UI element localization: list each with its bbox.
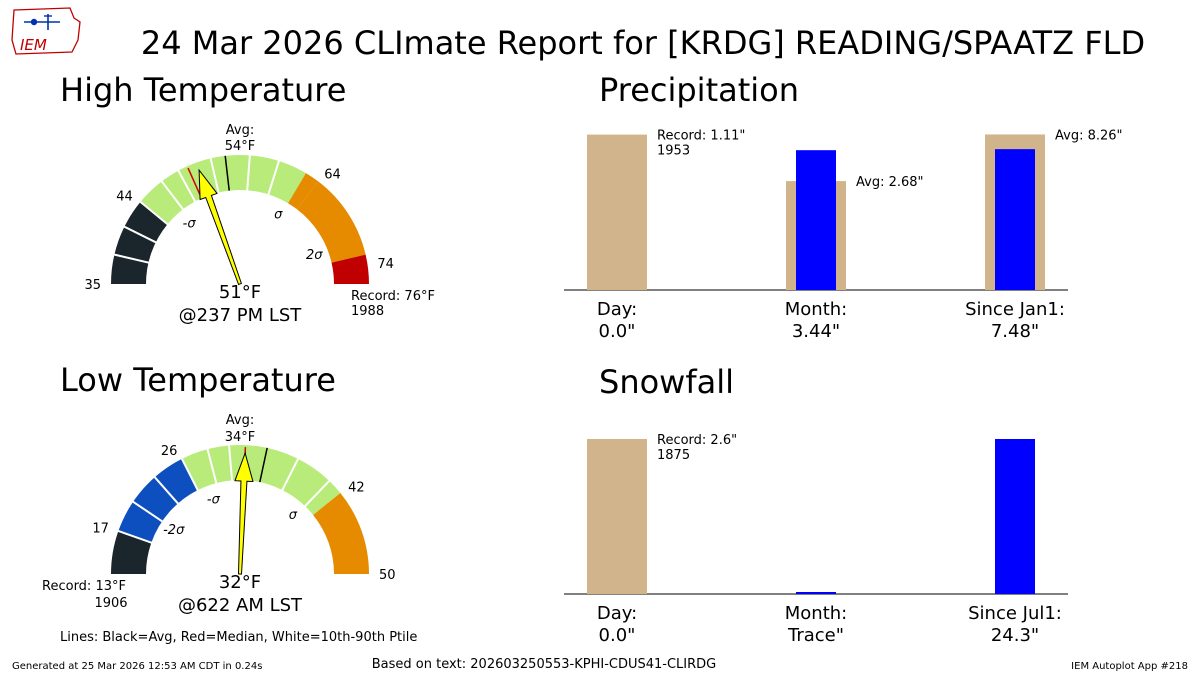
high-avg-line <box>224 155 230 191</box>
high-median-line <box>187 167 202 197</box>
low-tick-label: 17 <box>92 522 109 537</box>
high-ptile-line <box>246 153 252 193</box>
snow-category-label: Day: <box>597 603 637 624</box>
high-tick-label: 64 <box>324 167 341 182</box>
low-tick-label: 50 <box>379 568 396 583</box>
low-sigma-label: σ <box>289 508 298 523</box>
iem-logo: IEM <box>11 7 81 55</box>
high-sigma-label: -σ <box>183 216 197 231</box>
low-temp-title: Low Temperature <box>60 361 336 399</box>
high-tick-label: 35 <box>84 278 101 293</box>
high-observed-value: 51°F <box>219 282 261 303</box>
precip-category-label: Since Jan1: <box>965 299 1065 320</box>
high-avg-value: 54°F <box>225 139 256 154</box>
low-observed-time: @622 AM LST <box>178 595 303 616</box>
snow-value-label: 24.3" <box>991 625 1039 646</box>
high-temp-gauge: 35 44 64 74 -σ σ 2σ <box>84 153 394 293</box>
snow-observed-bar <box>796 592 836 594</box>
low-record-year: 1906 <box>94 596 127 611</box>
precip-category-label: Month: <box>785 299 847 320</box>
low-ptile-line <box>280 456 300 493</box>
high-tick-label: 74 <box>377 257 394 272</box>
precip-reference-label: Avg: 8.26" <box>1055 128 1123 143</box>
high-band <box>296 181 366 263</box>
snowfall-bar-chart: Record: 2.6"1875 Day:0.0" Month:Trace" Sinc… <box>564 433 1068 646</box>
low-ptile-line <box>302 478 332 509</box>
high-needle <box>198 168 243 286</box>
high-ptile-line <box>266 158 281 197</box>
snow-value-label: Trace" <box>787 625 844 646</box>
snow-category-label: Month: <box>785 603 847 624</box>
snow-value-label: 0.0" <box>599 625 636 646</box>
generated-note: Generated at 25 Mar 2026 12:53 AM CDT in… <box>12 661 262 672</box>
precip-value-label: 0.0" <box>599 321 636 342</box>
precip-reference-year: 1953 <box>657 144 690 159</box>
high-record-year: 1988 <box>351 304 384 319</box>
high-band <box>288 173 319 210</box>
low-ptile-line <box>227 443 234 483</box>
high-ptile-line <box>176 168 197 204</box>
precip-value-label: 3.44" <box>792 321 840 342</box>
precip-observed-bar <box>796 150 836 290</box>
high-ptile-line <box>209 156 221 195</box>
high-tick-label: 44 <box>116 190 133 205</box>
app-id-note: IEM Autoplot App #218 <box>1071 661 1188 672</box>
high-temp-title: High Temperature <box>60 71 346 109</box>
low-ptile-line <box>206 446 218 486</box>
high-sigma-label: 2σ <box>306 248 323 263</box>
precip-reference-label: Record: 1.11" <box>657 129 745 144</box>
high-ptile-line <box>122 224 158 245</box>
high-observed-time: @237 PM LST <box>179 305 303 326</box>
precip-bar-chart: Record: 1.11"1953 Day:0.0" Avg: 2.68" Month… <box>564 128 1123 342</box>
low-sigma-label: -2σ <box>163 523 185 538</box>
high-band <box>111 201 168 284</box>
snow-observed-bar <box>995 438 1035 594</box>
precip-title: Precipitation <box>599 71 799 109</box>
low-band <box>181 444 330 507</box>
high-ptile-line <box>112 253 151 265</box>
low-tick-label: 26 <box>161 444 178 459</box>
based-on-note: Based on text: 202603250553-KPHI-CDUS41-… <box>372 657 717 672</box>
high-avg-label: Avg: <box>226 123 254 138</box>
low-band <box>111 531 152 574</box>
low-observed-value: 32°F <box>219 572 261 593</box>
snow-reference-label: Record: 2.6" <box>657 433 737 448</box>
low-sigma-label: -σ <box>207 493 221 508</box>
low-ptile-line <box>116 529 154 545</box>
legend-note: Lines: Black=Avg, Red=Median, White=10th… <box>60 630 417 645</box>
low-avg-value: 34°F <box>225 430 256 445</box>
precip-reference-label: Avg: 2.68" <box>856 175 924 190</box>
page-title: 24 Mar 2026 CLImate Report for [KRDG] RE… <box>141 24 1145 62</box>
snowfall-title: Snowfall <box>599 363 734 401</box>
high-sigma-label: σ <box>274 208 283 223</box>
high-ptile-line <box>138 199 170 227</box>
precip-reference-bar <box>587 134 647 290</box>
precip-value-label: 7.48" <box>991 321 1039 342</box>
low-avg-line <box>259 447 268 483</box>
low-ptile-line <box>130 499 165 524</box>
low-needle <box>234 451 254 575</box>
low-band <box>118 458 198 543</box>
low-record-label: Record: 13°F <box>42 579 126 594</box>
precip-observed-bar <box>995 149 1035 290</box>
high-band <box>331 254 369 284</box>
high-record-label: Record: 76°F <box>351 289 435 304</box>
low-avg-label: Avg: <box>226 413 254 428</box>
low-band <box>305 480 341 515</box>
logo-text: IEM <box>20 36 47 54</box>
low-temp-gauge: 17 26 42 50 -2σ -σ σ <box>92 443 396 583</box>
precip-category-label: Day: <box>597 299 637 320</box>
snow-reference-year: 1875 <box>657 448 690 463</box>
snow-category-label: Since Jul1: <box>968 603 1062 624</box>
low-ptile-line <box>152 475 180 506</box>
low-tick-label: 42 <box>348 481 365 496</box>
low-ptile-line <box>180 456 200 493</box>
low-band <box>313 492 369 574</box>
snow-reference-bar <box>587 439 647 594</box>
high-ptile-line <box>159 179 186 212</box>
